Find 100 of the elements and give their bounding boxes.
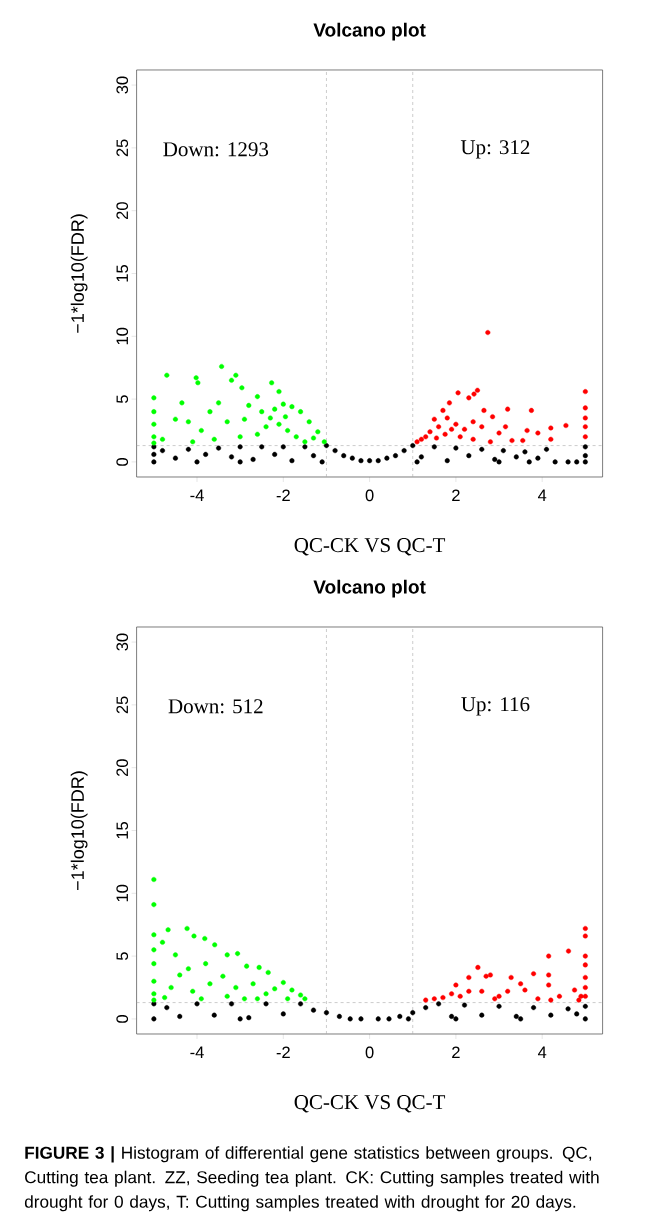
point xyxy=(185,966,191,972)
point xyxy=(233,372,239,378)
point xyxy=(440,407,446,413)
y-tick-label: 5 xyxy=(116,395,129,404)
point xyxy=(466,988,472,994)
point xyxy=(546,953,552,959)
point xyxy=(522,449,528,455)
point xyxy=(574,1011,580,1017)
point xyxy=(151,947,157,953)
point xyxy=(433,435,439,441)
point xyxy=(397,1013,403,1019)
point xyxy=(237,1016,243,1022)
point xyxy=(194,459,200,465)
point xyxy=(522,987,528,993)
point xyxy=(332,448,338,454)
point xyxy=(462,1002,468,1008)
point xyxy=(311,1007,317,1013)
point xyxy=(151,978,157,984)
point xyxy=(582,405,588,411)
point xyxy=(184,925,190,931)
point xyxy=(151,395,157,401)
point xyxy=(449,426,455,432)
point xyxy=(386,1016,392,1022)
point xyxy=(263,1001,269,1007)
point xyxy=(513,1013,519,1019)
point xyxy=(535,455,541,461)
y-tick-label: 25 xyxy=(116,696,129,714)
point xyxy=(321,439,327,445)
point xyxy=(185,419,191,425)
point xyxy=(282,414,288,420)
point xyxy=(582,415,588,421)
point xyxy=(285,428,291,434)
point xyxy=(235,951,241,957)
point xyxy=(203,961,209,967)
point xyxy=(172,952,178,958)
point xyxy=(280,401,286,407)
point xyxy=(164,372,170,378)
point xyxy=(414,459,420,465)
point xyxy=(302,439,308,445)
point xyxy=(311,435,317,441)
point xyxy=(509,438,515,444)
point xyxy=(151,409,157,415)
point xyxy=(384,455,390,461)
point xyxy=(151,991,157,997)
y-axis-title: −1*log10(FDR) xyxy=(70,771,88,890)
annotation: Down: 1293 xyxy=(163,142,269,157)
point xyxy=(198,428,204,434)
point xyxy=(237,444,243,450)
y-tick-label: 0 xyxy=(116,1014,129,1023)
point xyxy=(241,416,247,422)
point xyxy=(191,933,197,939)
point xyxy=(151,451,157,457)
point xyxy=(177,1013,183,1019)
point xyxy=(524,428,530,434)
point xyxy=(405,1016,411,1022)
annotation: Up: 312 xyxy=(460,140,530,159)
point xyxy=(285,996,291,1002)
point xyxy=(548,436,554,442)
point xyxy=(367,458,373,464)
x-tick-label: 2 xyxy=(452,489,460,502)
point xyxy=(565,459,571,465)
point xyxy=(582,974,588,980)
point xyxy=(490,414,496,420)
point xyxy=(250,981,256,987)
point xyxy=(423,434,429,440)
point xyxy=(306,419,312,425)
point xyxy=(254,996,260,1002)
point xyxy=(349,455,355,461)
point xyxy=(151,902,157,908)
point xyxy=(168,985,174,991)
point xyxy=(162,995,168,1001)
point xyxy=(203,451,209,457)
point xyxy=(503,424,509,430)
point xyxy=(436,424,442,430)
point xyxy=(449,1013,455,1019)
point xyxy=(151,961,157,967)
y-tick-label: 20 xyxy=(116,202,129,220)
point xyxy=(466,974,472,980)
point xyxy=(453,982,459,988)
point xyxy=(505,406,511,412)
point xyxy=(481,407,487,413)
point xyxy=(418,454,424,460)
point xyxy=(582,434,588,440)
point xyxy=(280,1011,286,1017)
point xyxy=(375,458,381,464)
y-tick-label: 30 xyxy=(116,633,129,651)
point xyxy=(229,1001,235,1007)
point xyxy=(159,436,165,442)
point xyxy=(576,997,582,1003)
point xyxy=(198,996,204,1002)
point xyxy=(582,389,588,395)
point xyxy=(582,993,588,999)
point xyxy=(431,416,437,422)
point xyxy=(272,986,278,992)
point xyxy=(446,400,452,406)
point xyxy=(250,456,256,462)
point xyxy=(315,429,321,435)
point xyxy=(239,385,245,391)
point xyxy=(582,1016,588,1022)
point xyxy=(548,1012,554,1018)
